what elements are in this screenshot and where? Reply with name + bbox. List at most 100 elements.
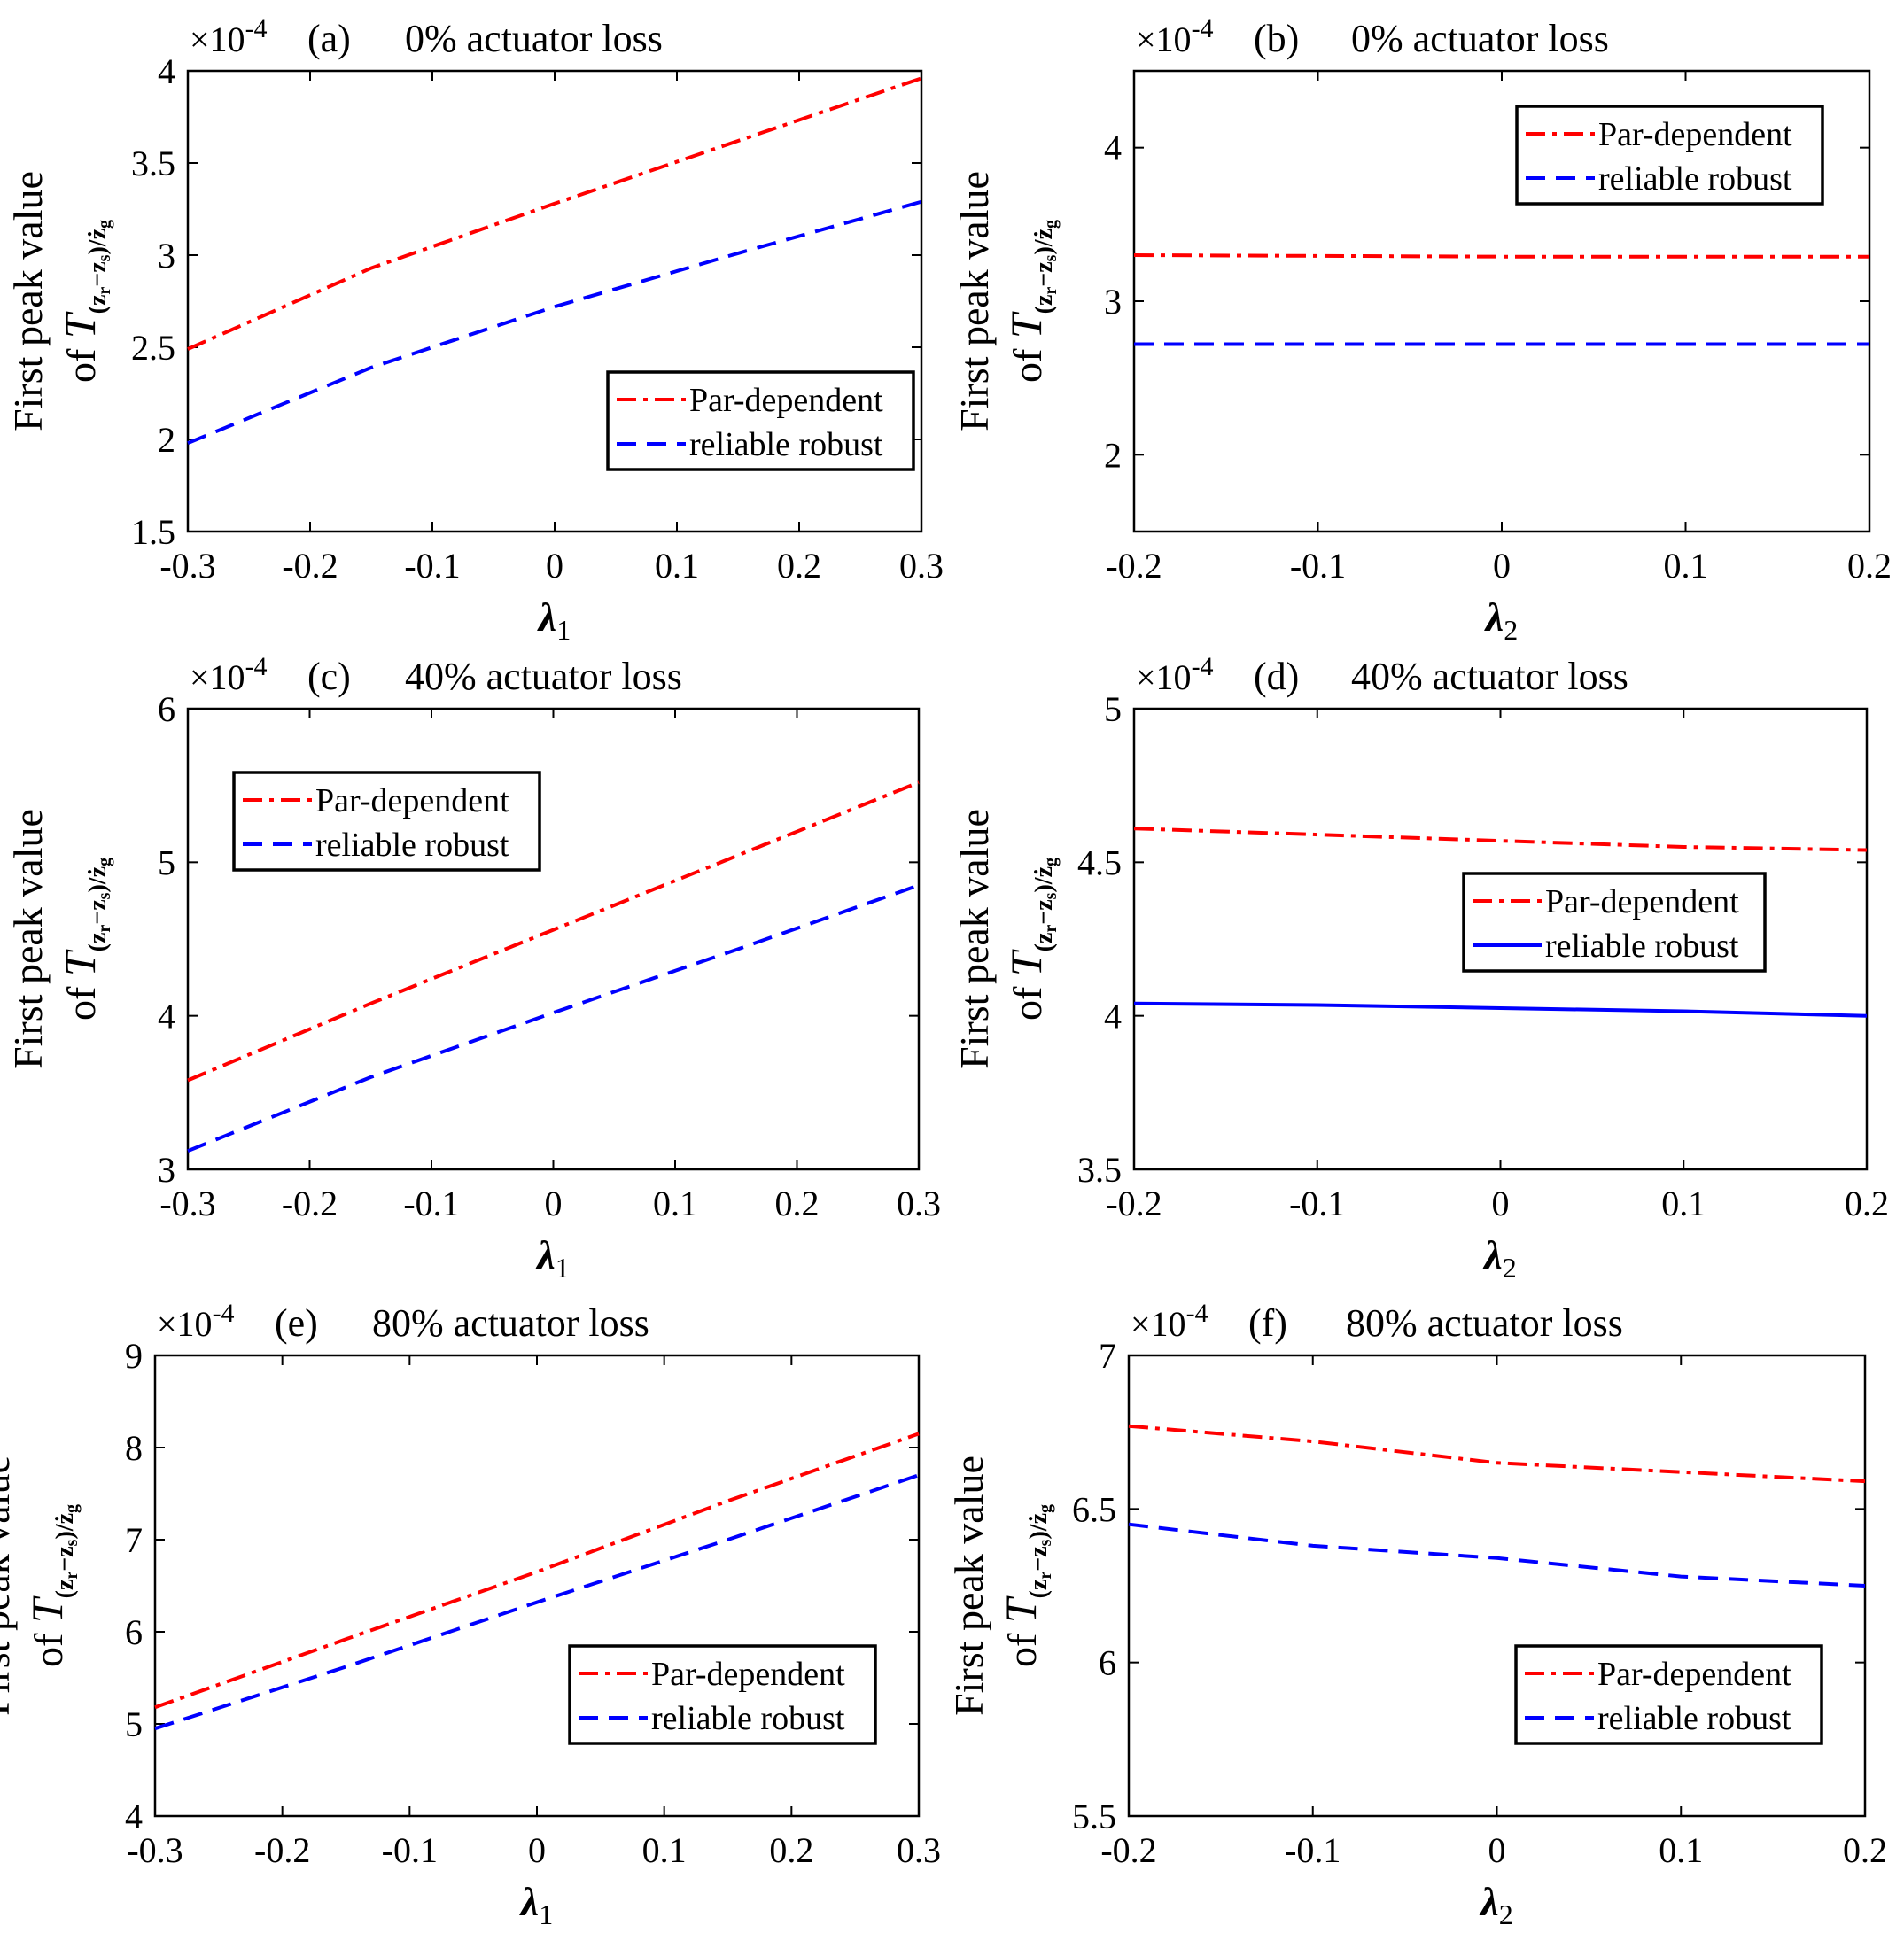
panel-b: -0.2 -0.1 0 0.1 0.2 2 3 4 ×10-4 (b) 0% actuator lo… xyxy=(952,14,1892,646)
legend-label: Par-dependent xyxy=(689,382,883,419)
y-axis-label-line2: of T(zr−zs)/żg xyxy=(1001,220,1061,383)
x-axis-label: λ1 xyxy=(535,1232,569,1284)
y-axis-label-line1: First peak value xyxy=(952,809,997,1069)
y-tick-label: 6 xyxy=(1099,1643,1116,1683)
x-axis-label: λ2 xyxy=(1482,1232,1516,1284)
series-line-reliable-robust xyxy=(154,1473,920,1731)
legend-box xyxy=(1462,872,1767,973)
panel-label: (f) xyxy=(1248,1301,1287,1345)
x-tick-label: 0 xyxy=(528,1830,546,1870)
x-tick-label: -0.2 xyxy=(1100,1830,1156,1870)
panel-label: (c) xyxy=(307,655,351,698)
y-tick-label: 3 xyxy=(1104,282,1122,322)
legend-label: Par-dependent xyxy=(315,782,509,819)
x-tick-label: 0.1 xyxy=(642,1830,687,1870)
x-tick-label: 0.1 xyxy=(655,546,699,586)
x-tick-label: 0 xyxy=(545,1184,563,1223)
y-exponent-label: ×10-4 xyxy=(190,652,268,697)
x-tick-label: -0.1 xyxy=(1290,546,1346,586)
panel-title: 80% actuator loss xyxy=(372,1301,649,1345)
legend-label: reliable robust xyxy=(689,426,883,463)
x-tick-label: 0.3 xyxy=(897,1830,941,1870)
y-axis-label-line2: of T(zr−zs)/żg xyxy=(996,1504,1055,1667)
y-tick-label: 4 xyxy=(158,51,175,91)
y-axis-label-line2: of T(zr−zs)/żg xyxy=(1001,858,1061,1021)
x-tick-label: 0 xyxy=(1488,1830,1506,1870)
x-tick-label: -0.2 xyxy=(254,1830,310,1870)
y-axis-label-line1: First peak value xyxy=(5,809,51,1069)
series-line-par-dependent xyxy=(1133,253,1869,259)
panel-f: -0.2 -0.1 0 0.1 0.2 5.5 6 6.5 7 ×10-4 (f) 80% actua… xyxy=(946,1299,1887,1930)
panel-title: 80% actuator loss xyxy=(1346,1301,1623,1345)
y-exponent-label: ×10-4 xyxy=(190,14,268,59)
panel-a: -0.3 -0.2 -0.1 0 0.1 0.2 0.3 1.5 2 2.5 3 3.5 4 ×10-4 (… xyxy=(5,14,944,646)
x-tick-label: -0.3 xyxy=(159,546,215,586)
y-axis-label-line2: of T(zr−zs)/żg xyxy=(55,220,114,383)
y-tick-label: 3.5 xyxy=(131,144,175,183)
y-tick-label: 4 xyxy=(158,997,175,1036)
legend-label: reliable robust xyxy=(1597,1700,1791,1737)
x-tick-label: 0.1 xyxy=(1664,546,1708,586)
legend-label: reliable robust xyxy=(1545,928,1739,965)
series-line-par-dependent xyxy=(187,76,922,351)
legend-box xyxy=(232,771,541,872)
y-tick-label: 8 xyxy=(125,1428,143,1468)
y-tick-label: 4 xyxy=(1104,997,1122,1036)
x-tick-label: 0.2 xyxy=(775,1184,820,1223)
y-axis-label-line2: of T(zr−zs)/żg xyxy=(55,858,114,1021)
x-tick-label: 0 xyxy=(1492,1184,1510,1223)
y-tick-label: 4.5 xyxy=(1077,842,1122,882)
x-tick-label: -0.3 xyxy=(127,1830,183,1870)
axes-box xyxy=(153,1354,921,1818)
y-axis-label-line1: First peak value xyxy=(946,1456,991,1716)
panel-title: 40% actuator loss xyxy=(405,655,682,698)
y-tick-label: 1.5 xyxy=(131,512,175,552)
y-axis-label-line1: First peak value xyxy=(5,171,51,431)
x-tick-label: 0.3 xyxy=(897,1184,941,1223)
legend-box xyxy=(1515,105,1824,206)
y-exponent-label: ×10-4 xyxy=(1131,1299,1208,1344)
series-line-reliable-robust xyxy=(1133,1001,1868,1018)
legend: Par-dependent reliable robust xyxy=(232,771,541,872)
x-axis-label: λ1 xyxy=(519,1879,553,1930)
x-tick-label: 0.2 xyxy=(769,1830,813,1870)
y-exponent-label: ×10-4 xyxy=(1136,14,1214,59)
series-line-par-dependent xyxy=(1133,827,1868,852)
x-axis-label: λ1 xyxy=(537,594,571,646)
y-tick-label: 4 xyxy=(125,1797,143,1836)
x-tick-label: -0.1 xyxy=(1285,1830,1341,1870)
x-tick-label: -0.2 xyxy=(282,546,338,586)
x-tick-label: 0.1 xyxy=(653,1184,697,1223)
panel-label: (e) xyxy=(275,1301,318,1345)
y-tick-label: 5 xyxy=(158,842,175,882)
x-tick-label: 0.1 xyxy=(1661,1184,1706,1223)
panel-c: -0.3 -0.2 -0.1 0 0.1 0.2 0.3 3 4 5 6 ×10-4 (c) 40% ac… xyxy=(5,652,941,1284)
x-tick-label: -0.3 xyxy=(159,1184,215,1223)
y-exponent-label: ×10-4 xyxy=(1136,652,1214,697)
series-line-reliable-robust xyxy=(187,883,920,1153)
series-line-reliable-robust xyxy=(187,199,922,446)
legend: Par-dependent reliable robust xyxy=(1462,872,1767,973)
x-axis-label: λ2 xyxy=(1479,1879,1512,1930)
y-tick-label: 6.5 xyxy=(1072,1489,1116,1529)
series-line-par-dependent xyxy=(154,1432,920,1710)
legend-label: Par-dependent xyxy=(1598,116,1792,153)
y-tick-label: 6 xyxy=(158,689,175,729)
series-line-par-dependent xyxy=(1128,1424,1866,1484)
x-tick-label: 0 xyxy=(546,546,563,586)
x-tick-label: -0.1 xyxy=(403,1184,459,1223)
panel-label: (a) xyxy=(307,17,351,60)
legend-box xyxy=(606,370,915,471)
legend-label: Par-dependent xyxy=(1597,1656,1791,1693)
legend-label: reliable robust xyxy=(1598,160,1792,198)
x-tick-label: -0.1 xyxy=(1289,1184,1345,1223)
x-tick-label: 0 xyxy=(1493,546,1511,586)
series-line-reliable-robust xyxy=(1128,1522,1866,1588)
legend: Par-dependent reliable robust xyxy=(606,370,915,471)
legend: Par-dependent reliable robust xyxy=(1514,1644,1823,1745)
y-tick-label: 6 xyxy=(125,1612,143,1652)
y-tick-label: 3 xyxy=(158,236,175,276)
y-tick-label: 2 xyxy=(1104,435,1122,475)
x-tick-label: -0.2 xyxy=(1106,1184,1162,1223)
